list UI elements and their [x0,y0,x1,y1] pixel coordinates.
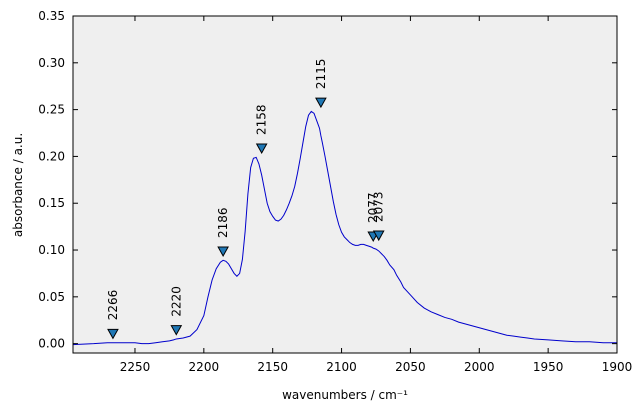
peak-marker [372,230,385,242]
y-axis-label: absorbance / a.u. [11,133,25,237]
peak-label: 2073 [372,191,386,222]
x-tick-label: 1900 [602,360,633,374]
peak-label: 2158 [255,104,269,135]
x-tick-label: 2150 [257,360,288,374]
y-axis-ticks: 0.00 0.05 0.10 0.15 0.20 0.25 0.30 0.35 [38,9,617,351]
x-tick-label: 2200 [189,360,220,374]
x-axis-label: wavenumbers / cm⁻¹ [282,388,408,402]
y-tick-label: 0.00 [38,337,65,351]
spectrum-line-layer [72,110,617,346]
plot-background [73,16,617,353]
x-axis-ticks: 2250 2200 2150 2100 2050 2000 1950 1900 [120,16,633,374]
y-tick-label: 0.25 [38,103,65,117]
peak-marker [107,328,119,340]
x-tick-label: 2000 [464,360,495,374]
y-tick-label: 0.15 [38,196,65,210]
x-tick-label: 2250 [120,360,151,374]
y-tick-label: 0.20 [38,149,65,163]
peak-marker [255,143,268,155]
y-tick-label: 0.30 [38,56,65,70]
y-tick-label: 0.10 [38,243,65,257]
peak-marker [315,97,327,109]
y-tick-label: 0.05 [38,290,65,304]
peak-label: 2220 [169,286,183,317]
peak-label: 2266 [106,290,120,321]
x-tick-label: 2100 [326,360,357,374]
peak-label: 2186 [216,207,230,238]
peak-marker [170,325,183,336]
plot-frame [72,15,618,354]
spectrum-line [72,110,617,346]
peak-label: 2077 [366,192,380,223]
x-tick-label: 1950 [533,360,564,374]
x-tick-label: 2050 [395,360,426,374]
y-tick-label: 0.35 [38,9,65,23]
peak-label: 2115 [314,59,328,90]
peak-marker [217,246,229,257]
